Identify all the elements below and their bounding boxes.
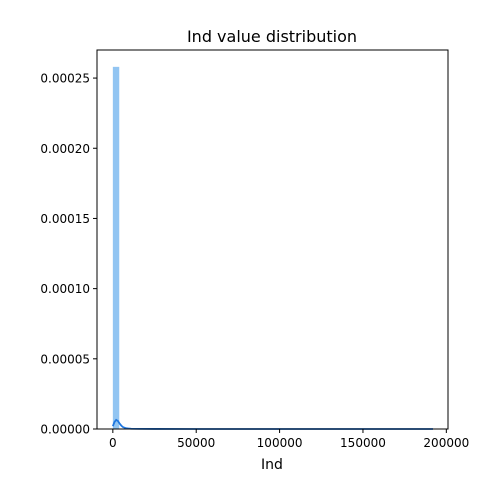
y-tick-label: 0.00000 [40,423,90,437]
y-tick-label: 0.00025 [40,72,90,86]
y-tick-label: 0.00020 [40,142,90,156]
x-axis: 0 50000 100000 150000 200000 [109,429,469,450]
y-tick-label: 0.00005 [40,352,90,366]
x-tick-label: 100000 [257,436,303,450]
x-tick-label: 50000 [177,436,215,450]
kde-line [112,418,433,430]
x-tick-label: 0 [109,436,117,450]
plot-frame [96,49,449,430]
histogram-bar [112,66,120,429]
y-axis: 0.00000 0.00005 0.00010 0.00015 0.00020 0.000… [40,72,97,437]
chart-title: Ind value distribution [187,27,357,46]
plot-area [112,66,433,430]
x-tick-label: 200000 [423,436,469,450]
x-tick-label: 150000 [340,436,386,450]
y-tick-label: 0.00010 [40,282,90,296]
y-tick-label: 0.00015 [40,212,90,226]
x-axis-label: Ind [261,457,283,473]
